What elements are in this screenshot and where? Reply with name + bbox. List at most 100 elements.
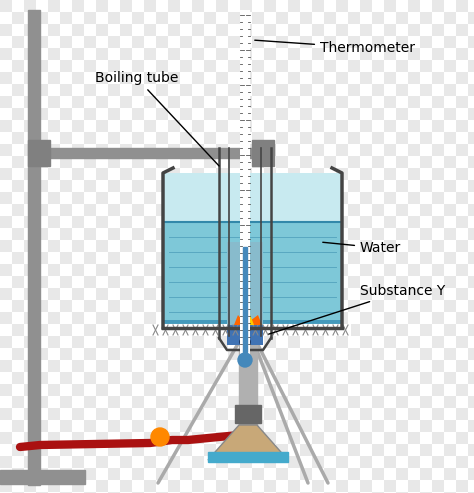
Bar [24, 384, 36, 396]
Bar [456, 0, 468, 12]
Bar [312, 240, 324, 252]
Bar [264, 312, 276, 324]
Bar [360, 312, 372, 324]
Bar [228, 228, 240, 240]
Bar [300, 12, 312, 24]
Bar [408, 48, 420, 60]
Bar [288, 72, 300, 84]
Bar [336, 96, 348, 108]
Bar [360, 48, 372, 60]
Bar [144, 384, 156, 396]
Bar [444, 468, 456, 480]
Bar [84, 396, 96, 408]
Bar [420, 12, 432, 24]
Bar [276, 300, 288, 312]
Bar [96, 336, 108, 348]
Bar [468, 420, 474, 432]
Bar [84, 324, 96, 336]
Bar [156, 60, 168, 72]
Bar [156, 324, 168, 336]
Bar [324, 420, 336, 432]
Bar [456, 192, 468, 204]
Bar [12, 396, 24, 408]
Bar [468, 12, 474, 24]
Bar [204, 84, 216, 96]
Bar [24, 336, 36, 348]
Bar [312, 0, 324, 12]
Bar [444, 324, 456, 336]
Bar [120, 24, 132, 36]
Bar [432, 168, 444, 180]
Bar [240, 48, 252, 60]
Bar [216, 360, 228, 372]
Bar [324, 444, 336, 456]
Bar [204, 444, 216, 456]
Bar [180, 228, 192, 240]
Bar [239, 395, 257, 425]
Bar [324, 228, 336, 240]
Bar [96, 264, 108, 276]
Bar [192, 216, 204, 228]
Bar [240, 288, 252, 300]
Bar [144, 336, 156, 348]
Bar [336, 168, 348, 180]
Bar [132, 276, 144, 288]
Bar [372, 108, 384, 120]
Polygon shape [234, 307, 262, 325]
Bar [264, 72, 276, 84]
Bar [444, 348, 456, 360]
Bar [168, 264, 180, 276]
Bar [0, 72, 12, 84]
Bar [300, 372, 312, 384]
Bar [132, 204, 144, 216]
Bar [36, 108, 48, 120]
Bar [408, 168, 420, 180]
Bar [396, 84, 408, 96]
Bar [243, 247, 247, 352]
Bar [456, 264, 468, 276]
Bar [420, 372, 432, 384]
Bar [396, 300, 408, 312]
Bar [240, 264, 252, 276]
Bar [144, 24, 156, 36]
Bar [468, 276, 474, 288]
Bar [216, 456, 228, 468]
Bar [12, 84, 24, 96]
Bar [360, 336, 372, 348]
Bar [132, 372, 144, 384]
Bar [132, 180, 144, 192]
Bar [228, 204, 240, 216]
Bar [163, 222, 342, 320]
Bar [239, 330, 257, 395]
Bar [264, 336, 276, 348]
Bar [456, 120, 468, 132]
Bar [348, 108, 360, 120]
Bar [312, 336, 324, 348]
Bar [0, 192, 12, 204]
Bar [132, 156, 144, 168]
Bar [324, 276, 336, 288]
Bar [0, 240, 12, 252]
Bar [180, 420, 192, 432]
Bar [300, 252, 312, 264]
Bar [204, 276, 216, 288]
Bar [456, 48, 468, 60]
Bar [348, 300, 360, 312]
Bar [348, 180, 360, 192]
Bar [468, 108, 474, 120]
Bar [168, 240, 180, 252]
Bar [372, 324, 384, 336]
Bar [384, 144, 396, 156]
Bar [0, 0, 12, 12]
Bar [324, 468, 336, 480]
Bar [408, 24, 420, 36]
Bar [144, 0, 156, 12]
Bar [96, 144, 108, 156]
Bar [192, 96, 204, 108]
Bar [48, 0, 60, 12]
Bar [24, 96, 36, 108]
Bar [348, 132, 360, 144]
Bar [96, 456, 108, 468]
Bar [60, 372, 72, 384]
Bar [384, 456, 396, 468]
